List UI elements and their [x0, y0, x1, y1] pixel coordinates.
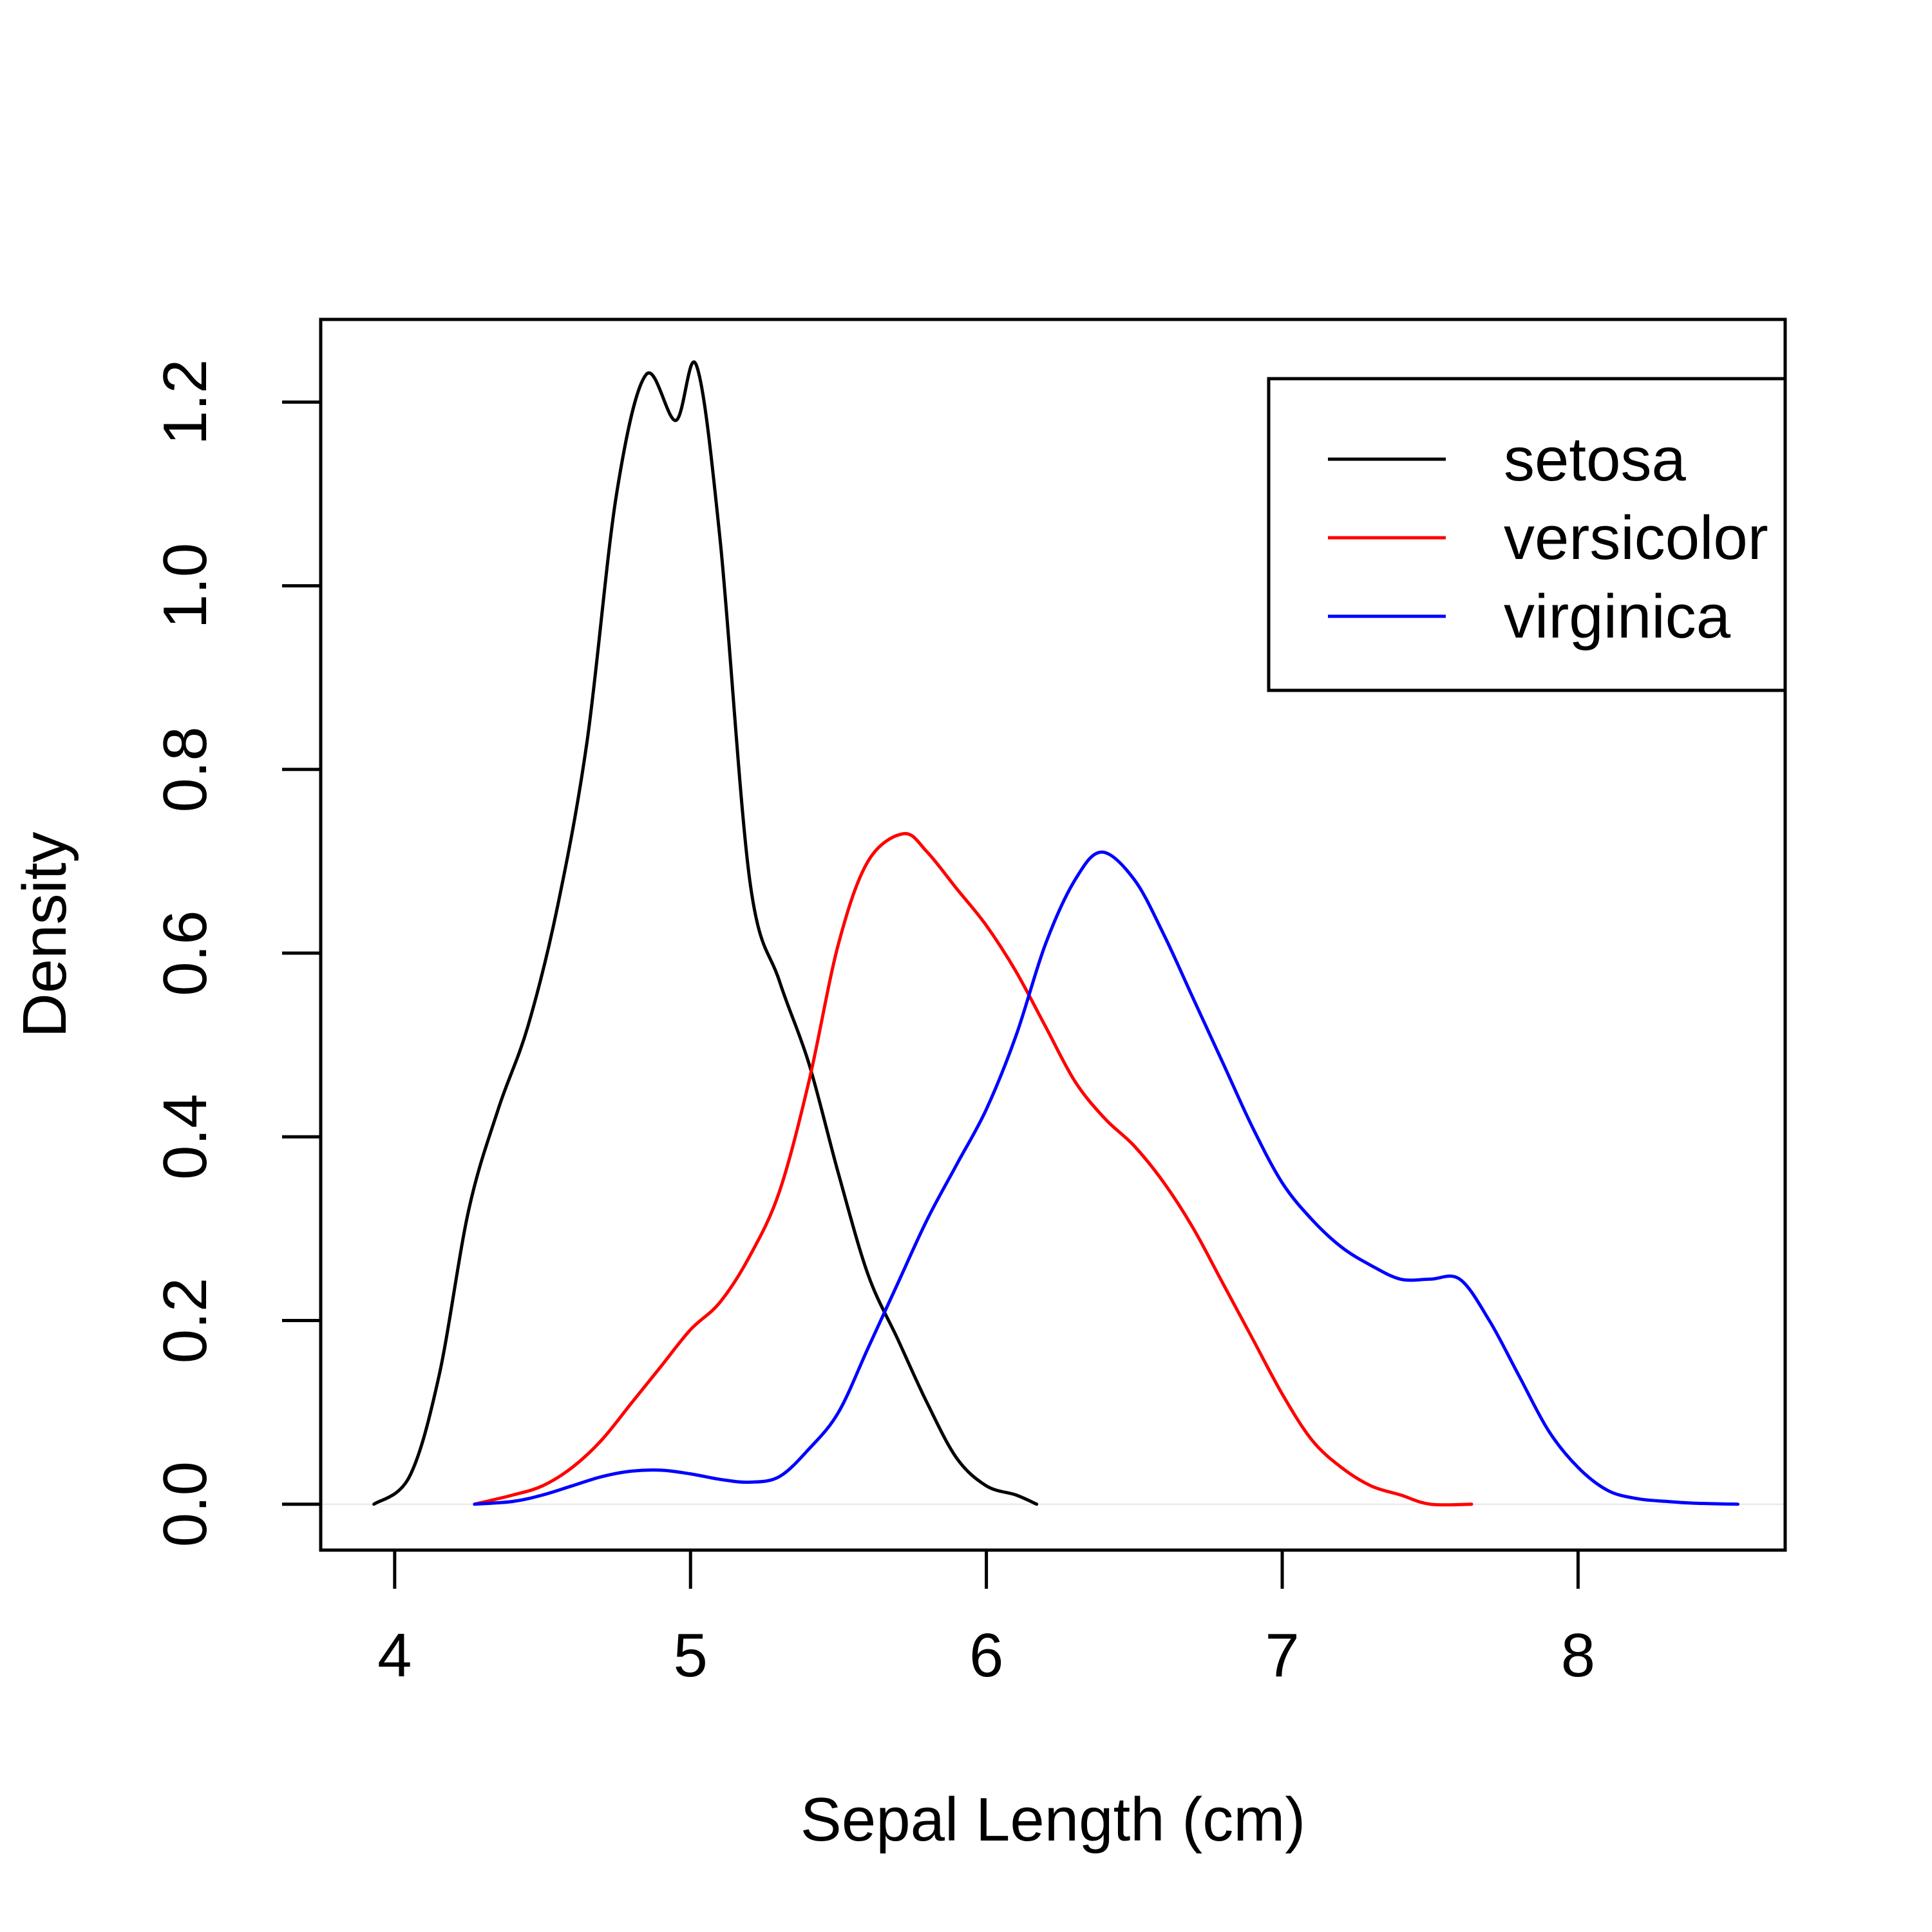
x-tick-label: 6 — [969, 1621, 1003, 1690]
y-tick-label: 0.4 — [151, 1094, 220, 1180]
x-tick-label: 4 — [377, 1621, 412, 1690]
series-line-versicolor — [473, 832, 1473, 1507]
y-axis: 0.0 0.2 0.4 0.6 0.8 1.0 1.2 — [151, 359, 321, 1547]
legend-label-virginica: virginica — [1504, 582, 1731, 651]
series-layer — [372, 360, 1739, 1507]
x-tick-label: 7 — [1265, 1621, 1299, 1690]
legend-label-setosa: setosa — [1504, 425, 1686, 494]
legend-box — [1267, 377, 1787, 692]
y-tick-label: 0.8 — [151, 726, 220, 812]
y-tick-label: 0.6 — [151, 910, 220, 996]
y-tick-label: 0.2 — [151, 1278, 220, 1363]
y-tick-label: 0.0 — [151, 1461, 220, 1547]
y-axis-label: Density — [10, 831, 79, 1037]
series-line-setosa — [372, 360, 1039, 1506]
x-axis-label: Sepal Length (cm) — [800, 1785, 1305, 1854]
legend: setosa versicolor virginica — [1267, 377, 1787, 692]
legend-label-versicolor: versicolor — [1504, 504, 1768, 573]
y-tick-label: 1.0 — [151, 543, 220, 629]
plot-frame — [319, 317, 1787, 1552]
y-tick-label: 1.2 — [151, 359, 220, 445]
series-line-virginica — [473, 850, 1739, 1506]
x-tick-label: 8 — [1561, 1621, 1595, 1690]
x-tick-label: 5 — [674, 1621, 708, 1690]
x-axis: 4 5 6 7 8 — [377, 1550, 1595, 1690]
